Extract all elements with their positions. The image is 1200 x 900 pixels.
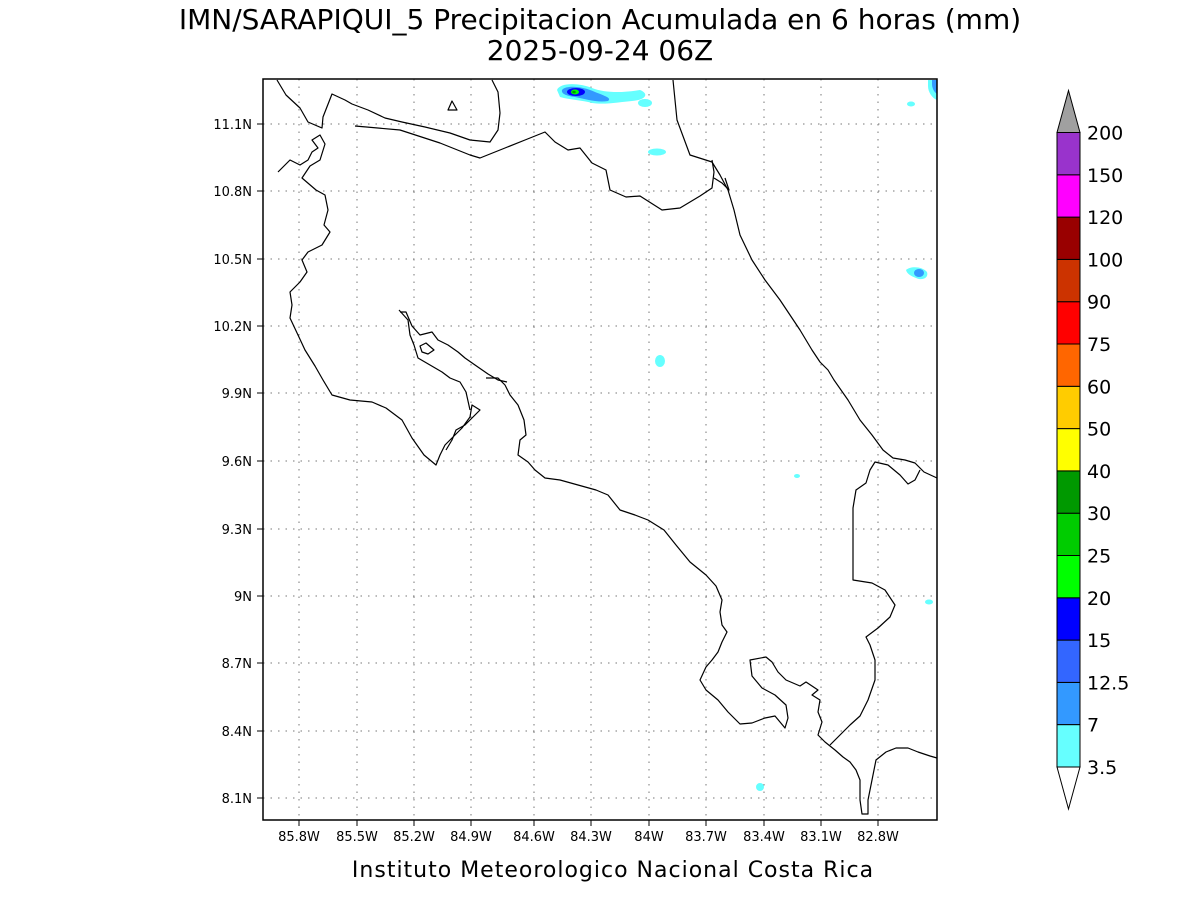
colorbar-label: 50 bbox=[1087, 419, 1111, 441]
lat-tick-label: 8.4N bbox=[222, 725, 252, 740]
lon-tick-label: 83.7W bbox=[685, 830, 727, 845]
lon-tick-label: 82.8W bbox=[857, 830, 899, 845]
colorbar-segment bbox=[1056, 555, 1081, 599]
latitude-axis: 11.1N 10.8N 10.5N 10.2N 9.9N 9.6N 9.3N 9N 8.7N 8.… bbox=[213, 118, 263, 807]
precip-cell-ne-dot bbox=[907, 101, 915, 107]
lake-island-nicoya bbox=[419, 342, 435, 355]
map-plot-area bbox=[263, 79, 937, 820]
colorbar-segment bbox=[1056, 681, 1081, 726]
coastline-osa-east bbox=[829, 461, 921, 746]
lat-tick-label: 9.6N bbox=[222, 455, 252, 470]
precipitation-cells bbox=[557, 80, 937, 791]
precip-cell-small-3 bbox=[756, 783, 764, 791]
longitude-axis: 85.8W 85.5W 85.2W 84.9W 84.6W 84.3W 84W 83.7W 83… bbox=[278, 820, 899, 845]
precip-cell-center bbox=[655, 355, 665, 367]
lon-tick-label: 84W bbox=[634, 830, 664, 845]
colorbar-segment bbox=[1056, 343, 1081, 387]
colorbar-label: 60 bbox=[1087, 376, 1111, 398]
colorbar-segment bbox=[1056, 724, 1081, 768]
colorbar-label: 15 bbox=[1087, 630, 1111, 652]
coastlines bbox=[276, 79, 938, 815]
lon-tick-label: 84.9W bbox=[450, 830, 492, 845]
colorbar-segment bbox=[1056, 216, 1081, 260]
lon-tick-label: 83.1W bbox=[800, 830, 842, 845]
lon-tick-label: 85.5W bbox=[336, 830, 378, 845]
precip-cell-small-1 bbox=[794, 474, 800, 478]
colorbar-segment bbox=[1056, 132, 1081, 176]
lat-tick-label: 8.7N bbox=[222, 657, 252, 672]
lat-tick-label: 10.5N bbox=[213, 253, 252, 268]
coastline-caribbean bbox=[672, 79, 938, 479]
precip-cell-east-small bbox=[638, 99, 652, 107]
colorbar-label: 75 bbox=[1087, 334, 1111, 356]
colorbar-label: 40 bbox=[1087, 461, 1111, 483]
coastline-pacific-north bbox=[277, 134, 481, 466]
colorbar-segment bbox=[1056, 597, 1081, 641]
precip-cell-offshore-7 bbox=[914, 269, 924, 277]
coastline-pacific-central bbox=[486, 377, 938, 815]
colorbar-low-arrow bbox=[1056, 766, 1081, 811]
colorbar-segment bbox=[1056, 428, 1081, 472]
colorbar: 3.5 7 12.5 15 20 25 30 40 50 60 75 90 100 120 150 200 bbox=[1056, 88, 1129, 811]
colorbar-label: 150 bbox=[1087, 165, 1123, 187]
map-frame bbox=[262, 78, 938, 821]
colorbar-segment bbox=[1056, 258, 1081, 303]
precip-cell-caribbean bbox=[648, 148, 666, 156]
colorbar-segment bbox=[1056, 470, 1081, 514]
lat-tick-label: 9N bbox=[234, 590, 252, 605]
colorbar-label: 90 bbox=[1087, 292, 1111, 314]
map-subtitle-datetime: 2025-09-24 06Z bbox=[487, 34, 713, 67]
lat-tick-label: 10.2N bbox=[213, 320, 252, 335]
colorbar-segment bbox=[1056, 174, 1081, 218]
precip-cell-small-2 bbox=[925, 599, 933, 605]
lat-tick-label: 11.1N bbox=[213, 118, 252, 133]
lon-tick-label: 84.6W bbox=[513, 830, 555, 845]
map-title: IMN/SARAPIQUI_5 Precipitacion Acumulada … bbox=[179, 3, 1021, 36]
lat-tick-label: 10.8N bbox=[213, 185, 252, 200]
colorbar-high-arrow bbox=[1056, 88, 1081, 133]
lon-tick-label: 85.2W bbox=[393, 830, 435, 845]
lake-island bbox=[447, 100, 458, 111]
colorbar-label: 120 bbox=[1087, 207, 1123, 229]
colorbar-segment bbox=[1056, 385, 1081, 430]
coastline-border-north bbox=[354, 125, 715, 211]
colorbar-label: 3.5 bbox=[1087, 757, 1117, 779]
coastline-sixaola-delta bbox=[713, 177, 730, 191]
precip-cell-corner-7 bbox=[932, 80, 937, 94]
colorbar-segment bbox=[1056, 639, 1081, 683]
precip-cell-north-30 bbox=[572, 90, 576, 94]
colorbar-label: 20 bbox=[1087, 588, 1111, 610]
lon-tick-label: 83.4W bbox=[743, 830, 785, 845]
colorbar-label: 12.5 bbox=[1087, 672, 1129, 694]
colorbar-label: 25 bbox=[1087, 546, 1111, 568]
lat-tick-label: 8.1N bbox=[222, 792, 252, 807]
colorbar-label: 200 bbox=[1087, 123, 1123, 145]
colorbar-segment bbox=[1056, 512, 1081, 557]
lat-tick-label: 9.9N bbox=[222, 387, 252, 402]
colorbar-label: 7 bbox=[1087, 715, 1099, 737]
lat-tick-label: 9.3N bbox=[222, 523, 252, 538]
lon-tick-label: 84.3W bbox=[570, 830, 612, 845]
colorbar-segment bbox=[1056, 301, 1081, 345]
credit-institution: Instituto Meteorologico Nacional Costa R… bbox=[352, 858, 874, 883]
colorbar-label: 30 bbox=[1087, 503, 1111, 525]
lon-tick-label: 85.8W bbox=[278, 830, 320, 845]
coastline-gulf-nicoya bbox=[398, 309, 508, 411]
colorbar-label: 100 bbox=[1087, 249, 1123, 271]
coastline-nicaragua-lake bbox=[276, 79, 501, 143]
